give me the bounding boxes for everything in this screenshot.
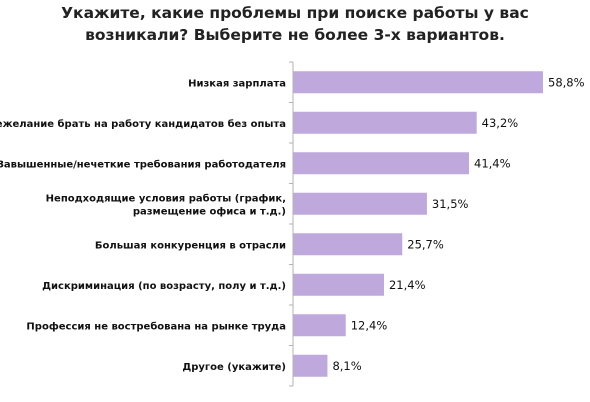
- bar: [293, 152, 470, 175]
- category-label: Низкая зарплата: [188, 78, 286, 89]
- bar: [293, 314, 346, 337]
- bar: [293, 354, 328, 377]
- bar-value-label: 41,4%: [474, 156, 511, 170]
- category-label: Дискриминация (по возрасту, полу и т.д.): [42, 281, 286, 292]
- bar: [293, 111, 477, 134]
- chart-title: Укажите, какие проблемы при поиске работ…: [61, 4, 529, 44]
- bar: [293, 233, 403, 256]
- bar-value-label: 58,8%: [548, 75, 585, 89]
- bar-value-label: 21,4%: [389, 278, 426, 292]
- bar-value-label: 12,4%: [351, 318, 388, 332]
- category-label: Нежелание брать на работу кандидатов без…: [0, 118, 286, 130]
- bar-value-label: 31,5%: [432, 197, 469, 211]
- category-label: Большая конкуренция в отрасли: [95, 240, 286, 251]
- bar-value-label: 25,7%: [407, 237, 444, 251]
- bar: [293, 192, 427, 215]
- category-label: Другое (укажите): [182, 362, 286, 373]
- bar: [293, 71, 543, 94]
- bar-value-label: 8,1%: [332, 359, 361, 373]
- category-label: Профессия не востребована на рынке труда: [26, 320, 286, 332]
- category-label: Неподходящие условия работы (график, разм…: [46, 192, 286, 217]
- bar-value-label: 43,2%: [482, 116, 519, 130]
- category-label: Завышенные/нечеткие требования работодат…: [0, 158, 286, 170]
- bar: [293, 273, 384, 296]
